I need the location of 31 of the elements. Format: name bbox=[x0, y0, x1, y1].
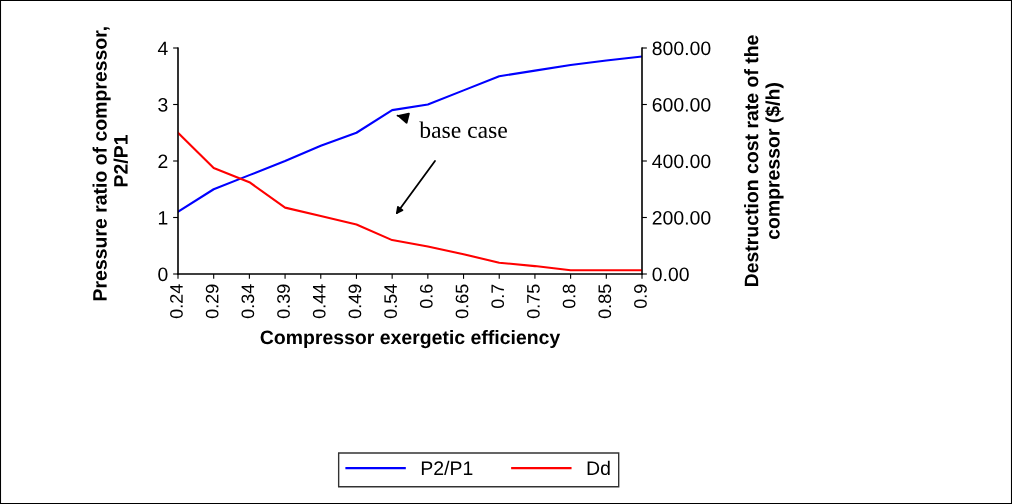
y2-tick-label: 200.00 bbox=[652, 210, 711, 225]
x-tick-label: 0.49 bbox=[348, 284, 362, 319]
y2-axis-title: Destruction cost rate of the compressor ($/h) bbox=[744, 35, 784, 287]
x-tick-label: 0.75 bbox=[526, 284, 540, 319]
y2-tick-label: 600.00 bbox=[652, 97, 711, 112]
x-tick-label: 0.29 bbox=[205, 284, 219, 319]
x-tick-label: 0.6 bbox=[419, 284, 433, 309]
x-tick-label: 0.7 bbox=[491, 284, 505, 309]
y-tick-label: 4 bbox=[157, 41, 168, 56]
legend-label: Dd bbox=[587, 460, 610, 476]
x-tick-label: 0.65 bbox=[455, 284, 469, 319]
legend-label: P2/P1 bbox=[421, 460, 473, 476]
x-tick-label: 0.9 bbox=[634, 284, 647, 309]
x-tick-label: 0.44 bbox=[312, 284, 326, 319]
x-tick-label: 0.34 bbox=[241, 284, 255, 319]
y-tick-label: 1 bbox=[158, 211, 168, 225]
x-tick-label: 0.39 bbox=[277, 284, 290, 319]
y2-tick-label: 800.00 bbox=[652, 41, 711, 56]
x-axis-title: Compressor exergetic efficiency bbox=[260, 329, 561, 349]
y2-tick-label: 0.00 bbox=[652, 267, 689, 282]
y2-tick-label: 400.00 bbox=[652, 154, 711, 169]
y-tick-label: 0 bbox=[158, 267, 168, 282]
line-series bbox=[178, 55, 642, 213]
x-tick-label: 0.8 bbox=[562, 284, 576, 309]
x-tick-label: 0.24 bbox=[170, 284, 183, 319]
x-tick-label: 0.85 bbox=[598, 284, 612, 319]
y-tick-label: 2 bbox=[158, 154, 168, 169]
y-axis-title: Pressure ratio of compressor, P2/P1 bbox=[92, 27, 128, 301]
y-tick-label: 3 bbox=[158, 97, 168, 112]
x-tick-label: 0.54 bbox=[384, 284, 397, 319]
annotation: base case bbox=[419, 121, 507, 139]
